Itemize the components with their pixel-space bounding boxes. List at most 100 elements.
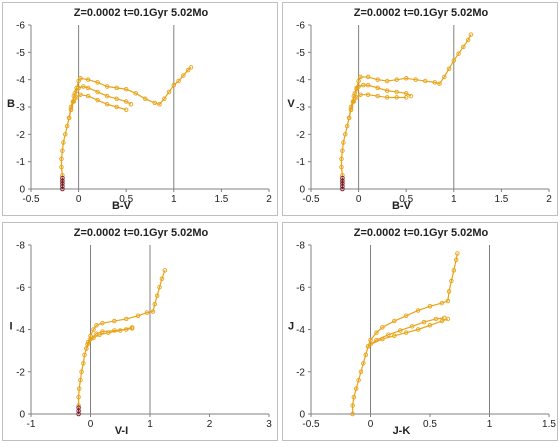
x-tick-label: 0 (88, 419, 94, 430)
data-point (384, 88, 390, 93)
data-point (394, 77, 399, 82)
y-tick-label: -6 (296, 283, 305, 294)
y-tick-label: 0 (299, 185, 305, 196)
data-point (100, 329, 105, 334)
data-point (341, 140, 346, 145)
y-tick-label: -2 (16, 367, 25, 378)
data-point (150, 309, 156, 314)
data-point (375, 85, 380, 91)
data-point (358, 74, 363, 80)
y-tick-label: -5 (16, 48, 25, 59)
data-point (356, 84, 361, 89)
y-tick-label: -4 (16, 325, 25, 336)
y-tick-label: 0 (19, 185, 25, 196)
data-point (346, 115, 352, 121)
data-point (106, 330, 111, 335)
data-point (343, 132, 348, 137)
data-point (408, 93, 414, 99)
data-point (162, 96, 167, 102)
data-point (66, 115, 72, 121)
data-point (427, 323, 433, 328)
data-point (340, 175, 345, 181)
data-point (403, 76, 409, 81)
data-point (351, 394, 357, 400)
x-tick-label: 1 (171, 194, 177, 205)
y-tick-label: -4 (16, 75, 25, 86)
x-tick-label: -0.5 (302, 194, 320, 205)
data-point (60, 175, 65, 181)
data-point (358, 92, 363, 97)
data-point (181, 73, 186, 78)
data-point (453, 257, 459, 263)
data-point (114, 96, 119, 102)
data-point (78, 92, 83, 97)
x-tick-label: 0.5 (119, 194, 133, 205)
data-point (60, 181, 65, 186)
data-point (397, 328, 403, 333)
data-point (60, 148, 65, 153)
data-point (354, 95, 359, 100)
data-point (78, 377, 83, 383)
data-point (76, 405, 81, 410)
y-tick-label: -1 (16, 157, 25, 168)
y-tick-label: -5 (296, 48, 305, 59)
data-point (439, 318, 445, 324)
data-point (166, 89, 172, 95)
data-point (348, 107, 354, 112)
x-tick-label: 0 (356, 194, 362, 205)
data-point (461, 44, 466, 50)
data-point (413, 77, 418, 82)
data-point (421, 319, 427, 325)
data-point (361, 361, 366, 366)
data-point (384, 78, 390, 84)
data-point (60, 178, 65, 184)
data-point (368, 342, 373, 347)
y-tick-label: -4 (296, 75, 305, 86)
x-tick-label: 0.5 (423, 419, 437, 430)
data-point (449, 278, 454, 284)
chart-title: Z=0.0002 t=0.1Gyr 5.02Mo (74, 7, 209, 19)
x-axis-label: V-I (115, 425, 128, 437)
data-point (340, 186, 345, 192)
data-point (380, 336, 385, 342)
series-line (77, 270, 166, 414)
y-axis-label: I (9, 321, 12, 333)
y-tick-label: -3 (16, 103, 25, 114)
data-point (422, 78, 428, 84)
data-point (427, 304, 433, 309)
data-point (76, 403, 81, 408)
data-point (104, 84, 110, 89)
data-point (64, 123, 70, 129)
x-tick-label: 0 (76, 194, 82, 205)
data-point (76, 394, 81, 400)
data-point (365, 92, 371, 97)
data-point (114, 85, 119, 91)
y-tick-label: -6 (16, 21, 25, 32)
data-point (340, 148, 345, 153)
data-point (123, 99, 129, 104)
data-point (152, 100, 158, 106)
data-point (350, 411, 355, 417)
chart-svg: Z=0.0002 t=0.1Gyr 5.02Mo 0 -1 -2 -3 -4 -5 -6 -0.… (287, 7, 552, 212)
data-point (344, 123, 350, 129)
data-point (135, 313, 141, 319)
data-point (455, 251, 460, 256)
x-axis-label: J-K (393, 425, 411, 437)
data-point (446, 66, 452, 71)
y-tick-label: -1 (296, 157, 305, 168)
data-point (392, 333, 397, 339)
data-point (152, 301, 158, 307)
data-point (154, 293, 160, 298)
data-point (445, 316, 451, 322)
chart-title: Z=0.0002 t=0.1Gyr 5.02Mo (74, 227, 209, 239)
data-point (123, 316, 129, 322)
x-axis-label: B-V (392, 200, 412, 212)
data-point (60, 184, 65, 189)
data-point (446, 289, 452, 294)
data-point (409, 324, 415, 329)
data-point (465, 37, 471, 43)
data-point (384, 95, 390, 100)
series-line (352, 253, 458, 414)
